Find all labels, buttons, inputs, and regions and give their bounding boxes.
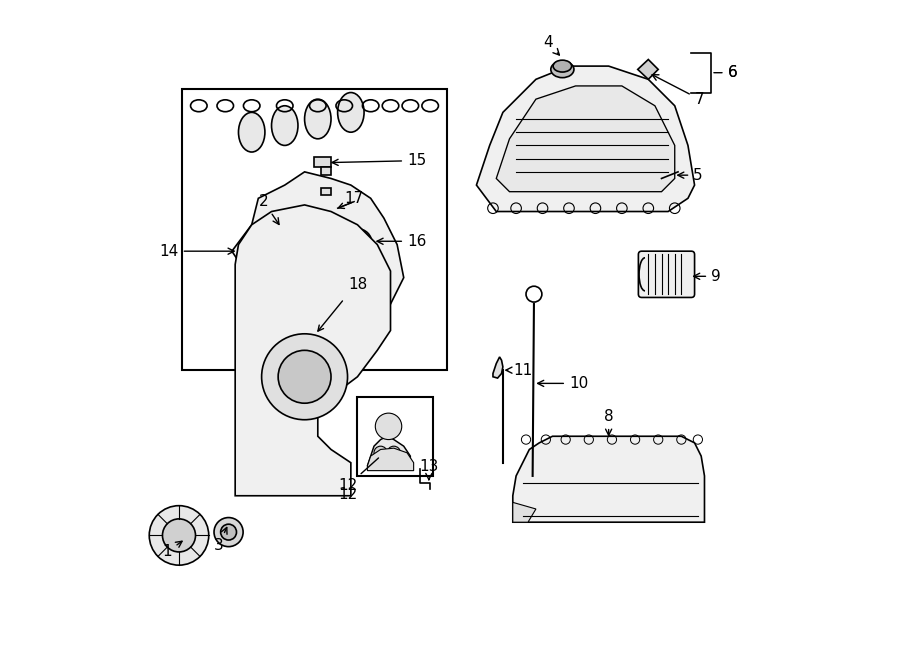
Ellipse shape: [304, 99, 331, 139]
Circle shape: [387, 446, 400, 459]
Polygon shape: [476, 66, 695, 212]
Bar: [357, 397, 434, 476]
Text: 8: 8: [604, 409, 614, 435]
Text: 6: 6: [727, 65, 737, 80]
Circle shape: [343, 229, 372, 258]
Polygon shape: [235, 205, 391, 496]
Circle shape: [349, 235, 365, 251]
Text: 14: 14: [159, 244, 234, 258]
Text: 2: 2: [259, 194, 279, 225]
Circle shape: [262, 334, 347, 420]
Text: 11: 11: [506, 363, 533, 377]
Ellipse shape: [554, 60, 572, 72]
Text: 4: 4: [543, 36, 560, 55]
Text: 9: 9: [694, 269, 721, 284]
Circle shape: [149, 506, 209, 565]
Polygon shape: [513, 502, 536, 522]
Polygon shape: [496, 86, 675, 192]
Text: 1: 1: [162, 541, 182, 559]
Bar: [321, 167, 331, 175]
Text: 12: 12: [338, 458, 379, 493]
Circle shape: [163, 519, 195, 552]
Text: 15: 15: [332, 153, 427, 168]
Circle shape: [214, 518, 243, 547]
Polygon shape: [367, 436, 410, 466]
Text: 5: 5: [678, 168, 703, 182]
Polygon shape: [493, 357, 503, 378]
Text: 17: 17: [345, 191, 364, 206]
Ellipse shape: [551, 61, 574, 78]
Circle shape: [374, 446, 387, 459]
Text: 13: 13: [419, 459, 438, 480]
Bar: [321, 215, 331, 221]
Ellipse shape: [272, 106, 298, 145]
Circle shape: [220, 524, 237, 540]
Bar: [183, 89, 446, 370]
Ellipse shape: [238, 112, 265, 152]
Text: 3: 3: [214, 527, 227, 553]
Ellipse shape: [338, 93, 364, 132]
Polygon shape: [367, 448, 414, 471]
Text: 16: 16: [377, 234, 427, 249]
Text: 6: 6: [714, 65, 737, 80]
Polygon shape: [513, 436, 705, 522]
Bar: [321, 188, 331, 195]
Polygon shape: [638, 59, 658, 79]
Text: 7: 7: [652, 75, 704, 106]
Circle shape: [303, 329, 320, 345]
FancyBboxPatch shape: [638, 251, 695, 297]
Text: 10: 10: [537, 376, 589, 391]
Text: 18: 18: [347, 277, 367, 292]
Bar: [314, 157, 331, 167]
Polygon shape: [232, 172, 404, 317]
Circle shape: [278, 350, 331, 403]
Circle shape: [375, 413, 401, 440]
Text: 12: 12: [338, 487, 357, 502]
